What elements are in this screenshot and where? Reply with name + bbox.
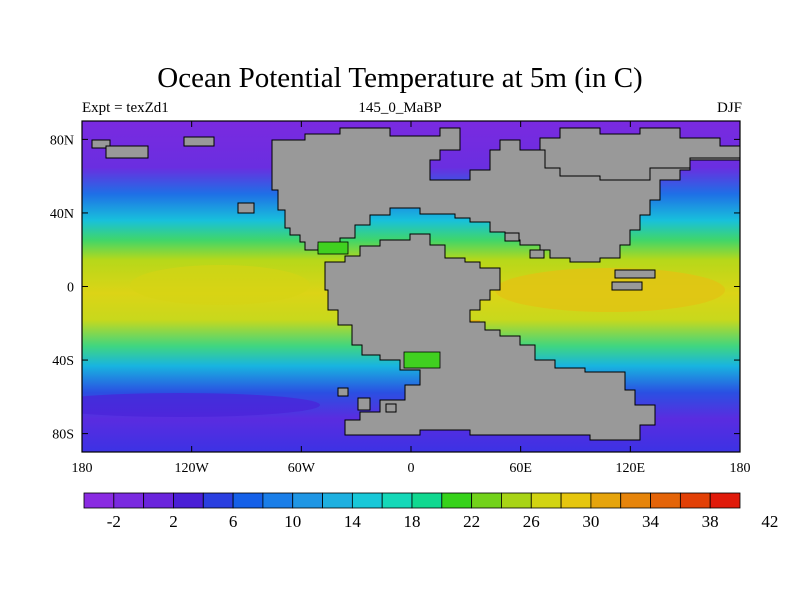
colorbar-swatch: [679, 492, 711, 509]
colorbar-swatch: [351, 492, 383, 509]
lon-tick-label: 120E: [616, 461, 646, 476]
northeast-land: [539, 127, 740, 181]
colorbar-swatch: [143, 492, 174, 509]
colorbar-label: 10: [284, 512, 301, 531]
colorbar-label: 6: [229, 512, 238, 531]
lon-tick-label: 120W: [175, 461, 210, 476]
lat-tick-label: 80N: [50, 133, 74, 148]
warm-pool-east: [495, 268, 725, 312]
colorbar-label: 14: [344, 512, 362, 531]
period-label: 145_0_MaBP: [358, 100, 442, 116]
lon-tick-label: 0: [408, 461, 415, 476]
lon-tick-label: 180: [72, 461, 93, 476]
gondwana-land: [324, 233, 656, 441]
south-island-1: [337, 387, 349, 397]
colorbar-swatch: [173, 492, 204, 509]
lon-axis: 180 120W 60W 0 60E 120E 180: [72, 121, 751, 476]
colorbar-labels: -2 2 6 10 14 18 22 26 30 34 38 42: [107, 512, 779, 531]
arctic-island-1: [91, 139, 111, 149]
tethys-island-1: [614, 269, 656, 279]
colorbar-label: 18: [404, 512, 421, 531]
colorbar-swatch: [262, 492, 294, 509]
colorbar-label: 34: [642, 512, 660, 531]
colorbar-swatch: [322, 492, 353, 509]
season-label: DJF: [716, 100, 742, 116]
lat-axis: 80N 40N 0 40S 80S: [50, 133, 740, 443]
lon-tick-label: 180: [730, 461, 751, 476]
colorbar-swatch: [441, 492, 473, 509]
colorbar-label: 38: [702, 512, 719, 531]
arctic-island-2: [105, 145, 149, 159]
lat-tick-label: 0: [67, 281, 74, 296]
colorbar-swatch: [83, 492, 115, 509]
landmasses: [91, 127, 740, 441]
colorbar-swatch: [411, 492, 443, 509]
shelf-sea-south: [403, 351, 441, 369]
lon-tick-label: 60E: [509, 461, 532, 476]
colorbar-label: -2: [107, 512, 121, 531]
colorbar-swatch: [650, 492, 681, 509]
lat-tick-label: 40N: [50, 207, 74, 222]
colorbar-swatch: [560, 492, 592, 509]
colorbar-swatch: [381, 492, 413, 509]
colorbar-swatch: [530, 492, 562, 509]
ocean-features: [82, 265, 725, 417]
lat-tick-label: 40S: [52, 354, 74, 369]
colorbar: [83, 492, 741, 509]
colorbar-label: 26: [523, 512, 540, 531]
south-island-2: [357, 397, 371, 411]
colorbar-swatch: [202, 492, 234, 509]
lat-tick-label: 80S: [52, 428, 74, 443]
south-island-3: [385, 403, 397, 413]
tethys-island-2: [611, 281, 643, 291]
arctic-island-3: [183, 136, 215, 147]
tethys-island-3: [504, 232, 520, 242]
experiment-label: Expt = texZd1: [82, 100, 169, 116]
plot-title: Ocean Potential Temperature at 5m (in C): [157, 62, 643, 94]
colorbar-swatch: [113, 492, 145, 509]
shelf-seas: [317, 241, 441, 369]
colorbar-swatch: [620, 492, 651, 509]
colorbar-label: 30: [582, 512, 599, 531]
colorbar-label: 22: [463, 512, 480, 531]
colorbar-swatch: [232, 492, 264, 509]
cold-band: [82, 393, 320, 417]
colorbar-label: 2: [169, 512, 178, 531]
colorbar-swatch: [471, 492, 502, 509]
colorbar-swatch: [590, 492, 622, 509]
colorbar-label: 42: [761, 512, 778, 531]
colorbar-swatch: [709, 492, 741, 509]
lon-tick-label: 60W: [288, 461, 316, 476]
north-island: [237, 202, 255, 214]
warm-pool-west: [130, 265, 310, 305]
colorbar-swatch: [292, 492, 323, 509]
colorbar-swatch: [501, 492, 532, 509]
shelf-sea-north: [317, 241, 349, 255]
tethys-island-4: [529, 249, 545, 259]
